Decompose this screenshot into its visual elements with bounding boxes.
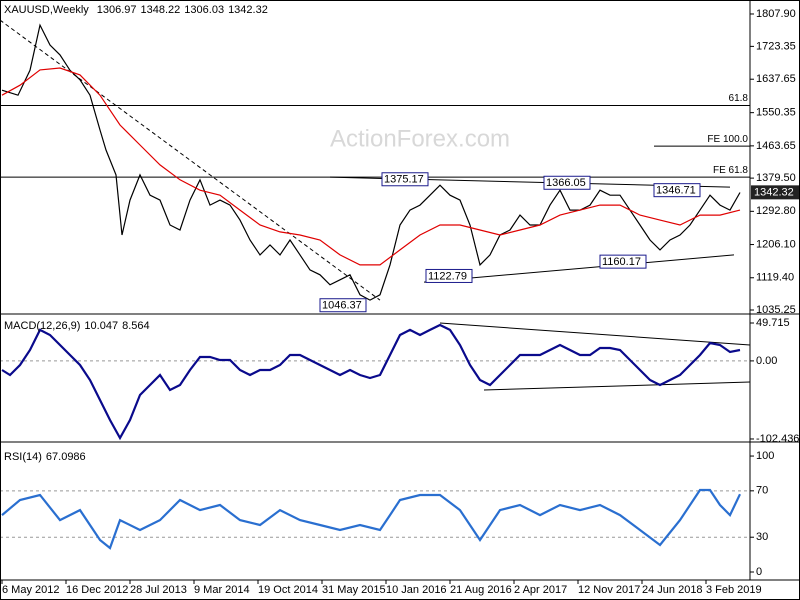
trend-line [423, 254, 735, 283]
y-tick-label: -102.436 [756, 433, 799, 445]
trend-line [0, 19, 381, 301]
y-tick-label: 1379.50 [756, 172, 796, 184]
watermark: ActionForex.com [330, 125, 510, 152]
y-tick-label: 49.715 [756, 317, 790, 329]
reading: 67.0986 [46, 451, 86, 463]
annotation-label: 1160.17 [602, 256, 641, 268]
y-tick-label: 1550.35 [756, 107, 796, 119]
reading: 8.564 [122, 320, 150, 332]
x-tick-label: 19 Oct 2014 [258, 584, 318, 596]
x-tick-label: 28 Jul 2013 [130, 584, 187, 596]
annotation-label: 1122.79 [428, 270, 467, 282]
annotation-label: 1046.37 [322, 300, 362, 312]
last-price-label: 1342.32 [754, 186, 794, 198]
series-line [1, 323, 741, 441]
y-tick-label: 1119.40 [756, 272, 794, 284]
reading: 1306.03 [184, 4, 224, 16]
reading: 1306.97 [97, 4, 137, 16]
reading: 1342.32 [228, 4, 268, 16]
x-tick-label: 31 May 2015 [322, 584, 386, 596]
annotation-box [599, 254, 647, 269]
y-tick-label: 1292.80 [756, 205, 796, 217]
panel-title: XAUUSD,Weekly 1306.97 1348.22 1306.03 1342.3… [4, 4, 268, 16]
title: XAUUSD,Weekly [4, 4, 89, 16]
annotation-box [543, 175, 591, 190]
annotation-box [319, 298, 367, 313]
series-line [1, 67, 741, 266]
x-tick-label: 9 Mar 2014 [194, 584, 250, 596]
reading: 10.047 [84, 320, 118, 332]
x-tick-label: 6 May 2012 [2, 584, 59, 596]
series-line [1, 23, 741, 301]
title: MACD(12,26,9) [4, 320, 80, 332]
trend-line [483, 381, 751, 391]
series-line [1, 488, 741, 550]
x-tick-label: 2 Apr 2017 [514, 584, 567, 596]
y-tick-label: 1463.65 [756, 140, 796, 152]
x-tick-label: 10 Jan 2016 [386, 584, 447, 596]
title: RSI(14) [4, 451, 42, 463]
y-tick-label: 1637.65 [756, 73, 796, 85]
annotation-box [653, 183, 701, 198]
x-tick-label: 12 Nov 2017 [578, 584, 640, 596]
y-tick-label: 30 [756, 531, 768, 543]
y-tick-label: 70 [756, 485, 768, 497]
y-tick-label: 1206.10 [756, 238, 796, 250]
annotation-label: 1366.05 [546, 177, 586, 189]
last-price-box [751, 185, 799, 200]
y-tick-label: 0 [756, 566, 762, 578]
y-tick-label: 1035.25 [756, 304, 796, 316]
x-tick-label: 16 Dec 2012 [66, 584, 128, 596]
x-tick-label: 21 Aug 2016 [450, 584, 512, 596]
annotation-box [381, 172, 429, 187]
x-tick-label: 24 Jun 2018 [642, 584, 703, 596]
x-tick-label: 3 Feb 2019 [706, 584, 762, 596]
level-label: 61.8 [729, 93, 749, 104]
level-label: FE 61.8 [713, 165, 748, 176]
panel-title: MACD(12,26,9) 10.047 8.564 [4, 320, 150, 332]
y-tick-label: 1807.90 [756, 8, 796, 20]
y-tick-label: 0.00 [756, 355, 777, 367]
y-tick-label: 1723.35 [756, 40, 796, 52]
trend-line [439, 322, 751, 346]
y-tick-label: 100 [756, 450, 774, 462]
annotation-label: 1346.71 [656, 185, 696, 197]
level-label: FE 100.0 [707, 134, 748, 145]
annotation-box [425, 268, 473, 283]
annotation-label: 1375.17 [384, 174, 424, 186]
panel-title: RSI(14) 67.0986 [4, 451, 86, 463]
reading: 1348.22 [141, 4, 181, 16]
